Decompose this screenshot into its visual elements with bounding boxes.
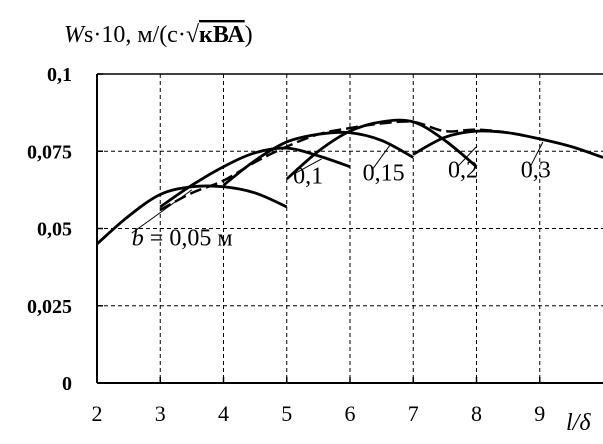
- leader-line-0: [131, 189, 193, 234]
- series-label-2: 0,15: [363, 161, 405, 187]
- y-axis-label-rest: s·10, м/(с·: [84, 22, 186, 48]
- leader-line-1: [292, 158, 322, 175]
- series-label-0: b = 0,05 м: [132, 225, 233, 251]
- x-tick-label-6: 8: [471, 401, 482, 426]
- y-axis-label: Ws·10, м/(с·√кВА): [64, 22, 253, 48]
- series-label-4: 0,3: [521, 158, 551, 184]
- x-tick-label-1: 3: [155, 401, 166, 426]
- envelope-dashed-line: [159, 120, 540, 212]
- y-tick-label-2: 0,05: [37, 219, 72, 241]
- y-tick-label-1: 0,025: [27, 296, 72, 318]
- x-tick-label-3: 5: [281, 401, 292, 426]
- x-tick-label-5: 7: [408, 401, 419, 426]
- tick-labels: 2 3 4 5 6 7 8 9 0 0,025 0,05 0,075 0,1: [27, 64, 545, 426]
- axes: [96, 73, 603, 384]
- series-line-4: [412, 129, 603, 159]
- y-tick-label-3: 0,075: [27, 141, 72, 163]
- x-tick-label-0: 2: [92, 401, 103, 426]
- x-tick-label-2: 4: [218, 401, 229, 426]
- x-axis-label: l/δ: [566, 410, 591, 436]
- y-axis-label-var: W: [64, 22, 86, 48]
- y-tick-label-4: 0,1: [47, 64, 72, 86]
- y-tick-label-0: 0: [62, 373, 72, 395]
- leader-line-3: [457, 146, 477, 168]
- series-label-1: 0,1: [293, 164, 323, 190]
- series-line-3: [285, 118, 478, 181]
- series-layer: [96, 118, 603, 246]
- leader-line-4: [529, 141, 544, 167]
- x-tick-label-4: 6: [345, 401, 356, 426]
- y-axis-label-sqrt-sign: √: [186, 22, 200, 48]
- y-axis-label-sqrt: кВА: [199, 22, 245, 48]
- x-tick-label-7: 9: [534, 401, 545, 426]
- series-line-1: [159, 146, 351, 209]
- annotation-layer: b = 0,05 м 0,1 0,15 0,2 0,3: [131, 141, 551, 251]
- series-label-3: 0,2: [448, 158, 478, 184]
- leader-line-2: [371, 143, 392, 171]
- y-axis-label-close: ): [245, 22, 253, 48]
